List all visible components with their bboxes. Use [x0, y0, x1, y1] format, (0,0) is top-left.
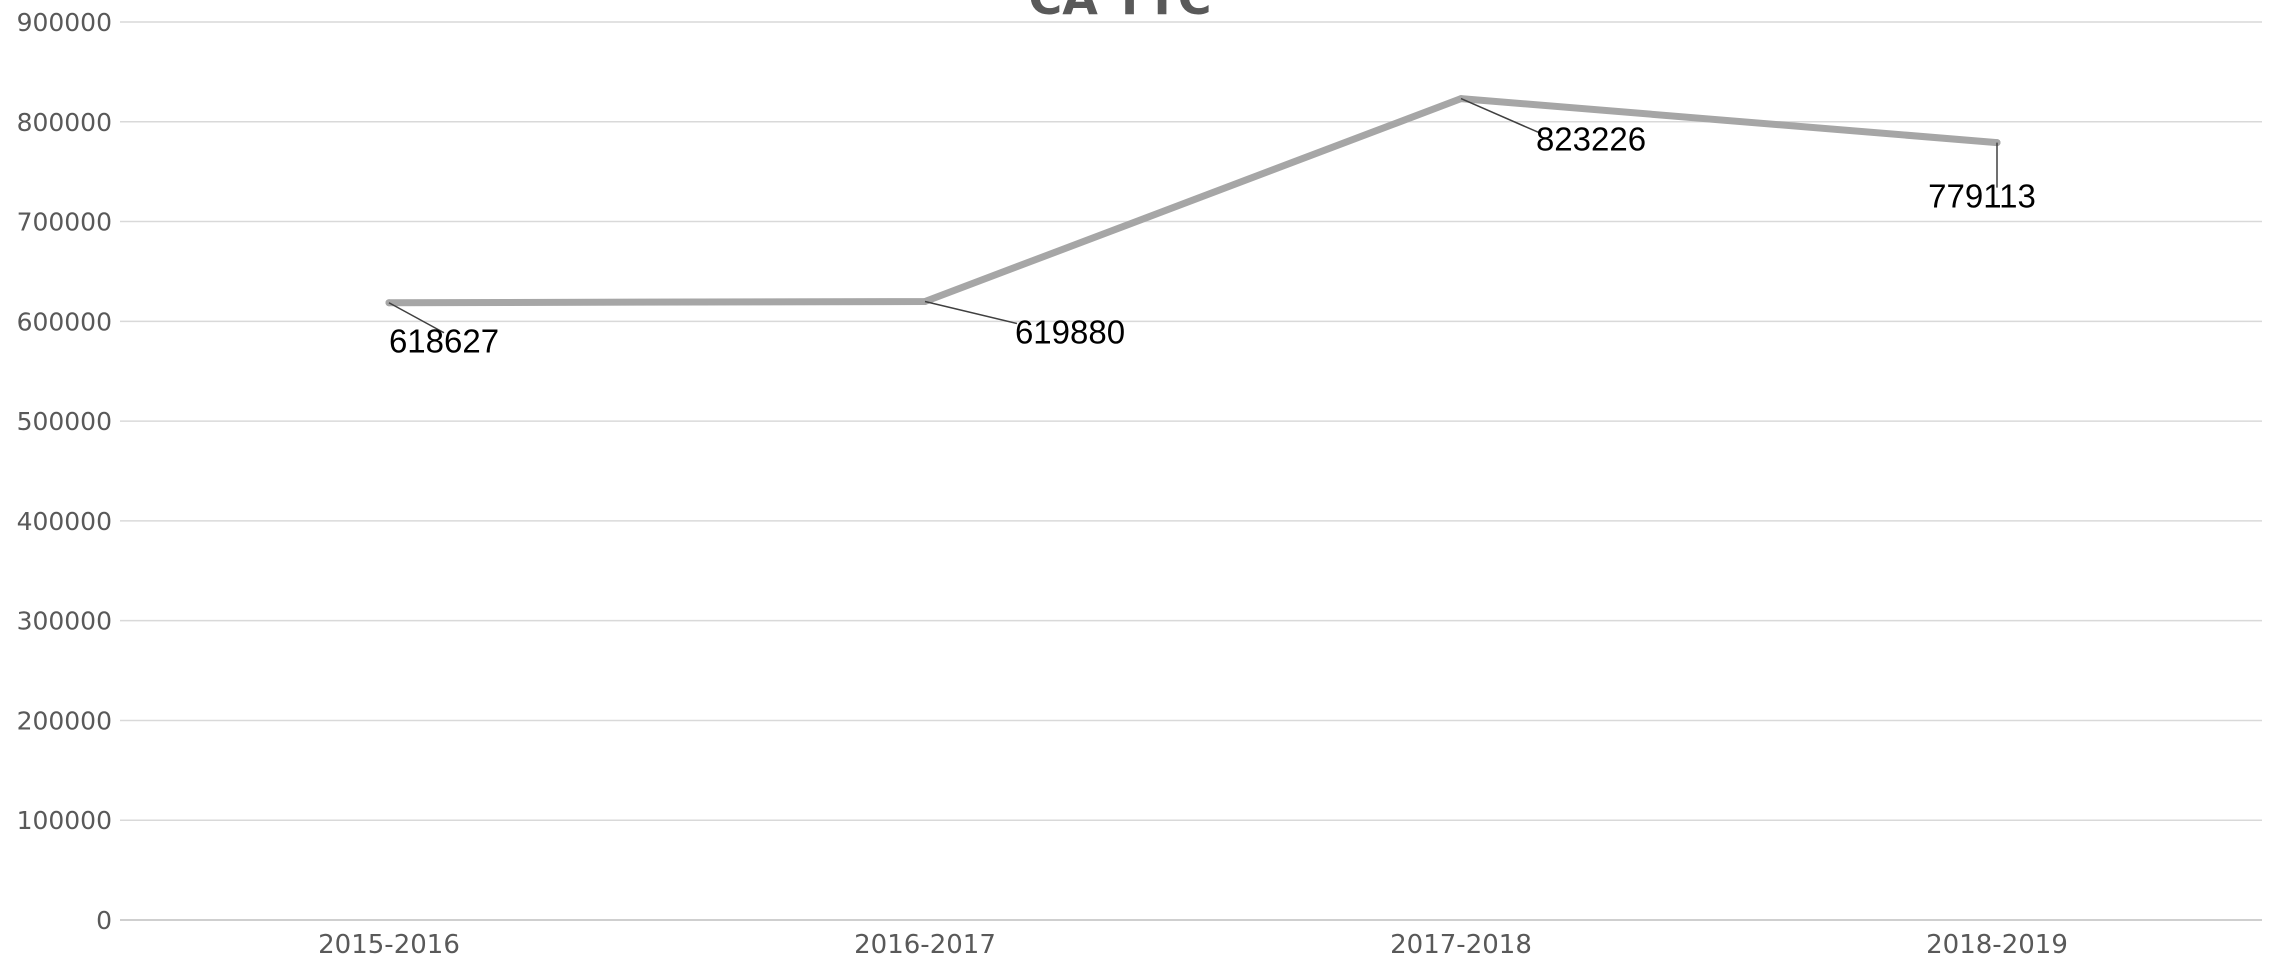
x-tick-label: 2015-2016	[318, 930, 460, 960]
series-line	[385, 95, 2001, 307]
y-tick-label: 200000	[17, 706, 112, 735]
y-tick-label: 900000	[17, 8, 112, 37]
y-tick-label: 100000	[17, 806, 112, 835]
x-tick-label: 2017-2018	[1390, 930, 1532, 960]
x-axis: 2015-2016 2016-2017 2017-2018 2018-2019	[318, 930, 2068, 960]
y-tick-label: 300000	[17, 607, 112, 636]
x-tick-label: 2018-2019	[1926, 930, 2068, 960]
y-tick-label: 0	[96, 906, 112, 935]
y-tick-label: 800000	[17, 108, 112, 137]
data-label: 618627	[389, 323, 499, 360]
data-label: 619880	[1015, 313, 1125, 350]
data-label: 823226	[1536, 121, 1646, 158]
leader-line	[388, 302, 445, 334]
data-label: 779113	[1928, 178, 2036, 215]
y-axis: 0 100000 200000 300000 400000 500000 600000 700…	[17, 8, 112, 935]
y-tick-label: 500000	[17, 407, 112, 436]
series-layer	[385, 95, 2001, 307]
y-tick-label: 700000	[17, 208, 112, 237]
y-tick-label: 600000	[17, 307, 112, 336]
x-tick-label: 2016-2017	[854, 930, 996, 960]
gridlines	[120, 21, 2262, 921]
chart-title: CA TTC	[1029, 0, 1212, 25]
data-labels: 618627 619880 823226 779113	[388, 97, 2036, 360]
leader-line	[1460, 97, 1540, 134]
leader-line	[924, 300, 1018, 325]
y-tick-label: 400000	[17, 507, 112, 536]
